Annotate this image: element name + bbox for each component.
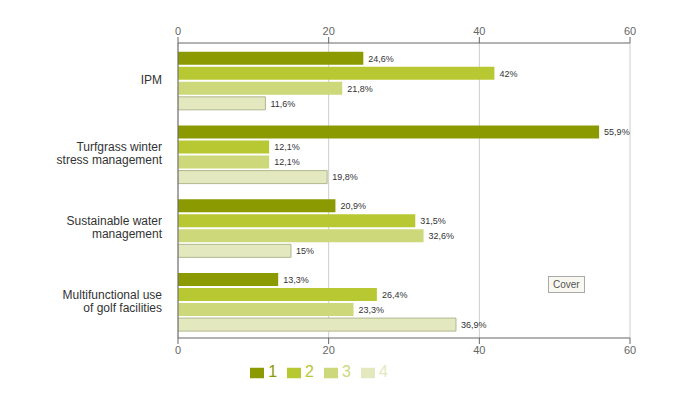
html-text:2: 2 xyxy=(305,363,314,380)
html-text:1: 1 xyxy=(268,363,278,380)
svg-text:23,3%: 23,3% xyxy=(359,305,385,315)
svg-text:IPM: IPM xyxy=(141,73,162,87)
svg-text:40: 40 xyxy=(473,344,485,356)
html-text:4: 4 xyxy=(378,363,388,380)
svg-text:42%: 42% xyxy=(499,69,517,79)
svg-text:20,9%: 20,9% xyxy=(340,201,366,211)
svg-text:60: 60 xyxy=(624,344,636,356)
svg-text:Turfgrass winterstress managem: Turfgrass winterstress management xyxy=(57,140,163,167)
svg-text:60: 60 xyxy=(624,25,636,37)
svg-text:19,8%: 19,8% xyxy=(332,172,358,182)
html-text:Cover: Cover xyxy=(553,279,580,290)
svg-text:12,1%: 12,1% xyxy=(274,142,300,152)
svg-text:15%: 15% xyxy=(296,246,314,256)
svg-text:0: 0 xyxy=(175,344,181,356)
svg-text:20: 20 xyxy=(323,25,335,37)
svg-text:32,6%: 32,6% xyxy=(429,231,455,241)
svg-text:Sustainable watermanagement: Sustainable watermanagement xyxy=(67,214,163,241)
svg-text:0: 0 xyxy=(175,25,181,37)
svg-text:Multifunctional useof golf fac: Multifunctional useof golf facilities xyxy=(63,288,163,315)
svg-text:24,6%: 24,6% xyxy=(368,54,394,64)
svg-text:55,9%: 55,9% xyxy=(604,127,630,137)
svg-text:40: 40 xyxy=(473,25,485,37)
html-text:3: 3 xyxy=(342,363,351,380)
svg-text:26,4%: 26,4% xyxy=(382,290,408,300)
svg-text:36,9%: 36,9% xyxy=(461,320,487,330)
svg-text:11,6%: 11,6% xyxy=(270,99,295,109)
svg-text:31,5%: 31,5% xyxy=(420,216,446,226)
svg-text:21,8%: 21,8% xyxy=(347,84,373,94)
svg-text:13,3%: 13,3% xyxy=(283,275,309,285)
svg-text:20: 20 xyxy=(323,344,335,356)
svg-text:12,1%: 12,1% xyxy=(274,157,300,167)
